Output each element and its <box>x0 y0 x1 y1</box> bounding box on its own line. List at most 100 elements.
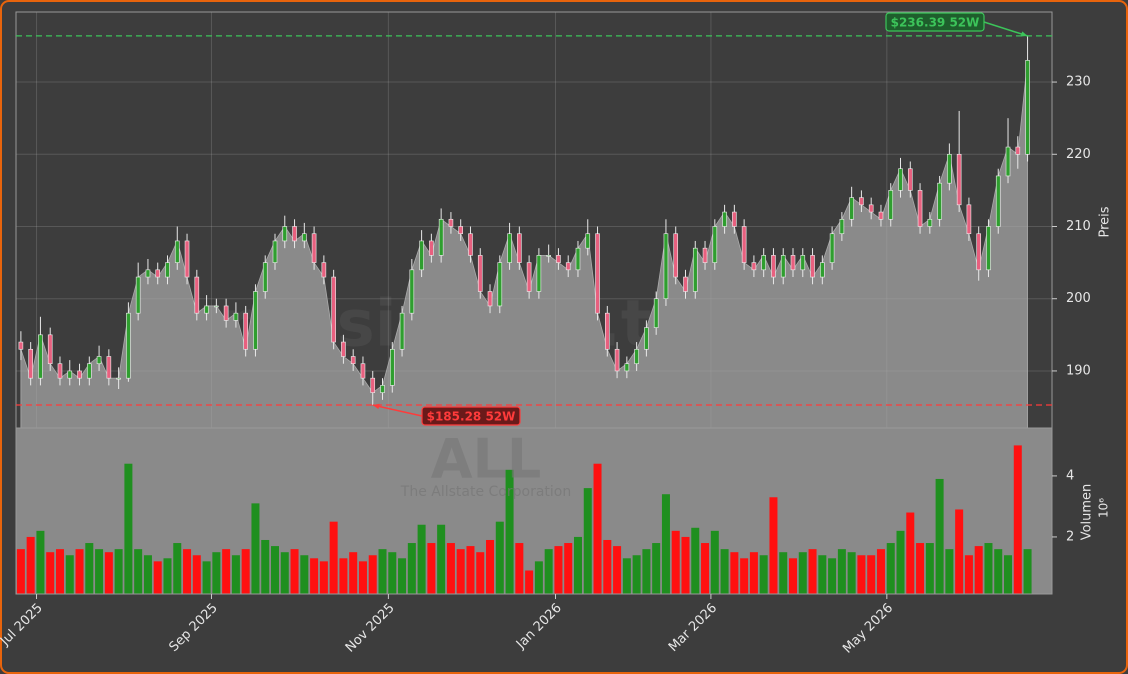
volume-bar <box>183 549 192 594</box>
candle-body <box>243 312 248 350</box>
candle-body <box>302 233 307 242</box>
candle-body <box>331 276 336 343</box>
volume-bar <box>789 558 797 594</box>
volume-bar <box>349 552 358 594</box>
candle-body <box>956 153 962 206</box>
candle-body <box>184 240 190 278</box>
volume-bar <box>143 555 152 594</box>
candle-body <box>546 255 551 257</box>
volume-bar <box>124 463 133 594</box>
volume-bar <box>847 552 856 594</box>
volume-bar <box>104 552 113 594</box>
volume-bar <box>486 539 495 594</box>
volume-bar <box>222 549 231 594</box>
volume-bar <box>378 549 387 594</box>
candle-body <box>839 218 845 235</box>
volume-axis-label: Volumen <box>1080 484 1095 541</box>
volume-bar <box>564 543 573 594</box>
annotation-arrow <box>372 404 423 417</box>
candle-body <box>976 233 981 271</box>
candle-body <box>77 370 82 379</box>
candle-body <box>771 255 776 278</box>
candle-body <box>741 226 747 263</box>
candle-body <box>888 190 894 220</box>
volume-bar <box>271 546 279 594</box>
volume-bar <box>290 549 299 594</box>
candle-body <box>986 226 991 271</box>
volume-bar <box>554 546 563 594</box>
y-tick-label: 190 <box>1066 363 1091 378</box>
volume-bar <box>984 543 993 594</box>
annotation-label: $185.28 52W <box>427 410 516 424</box>
candle-body <box>585 233 591 249</box>
candle-body <box>262 262 268 292</box>
candle-body <box>1025 60 1030 155</box>
volume-bar <box>319 561 328 594</box>
watermark-symbol: ALL <box>431 428 542 491</box>
candle-body <box>565 262 571 271</box>
candle-body <box>536 255 542 292</box>
volume-bar <box>388 552 397 594</box>
candle-body <box>595 233 600 314</box>
volume-bar <box>583 488 592 594</box>
annotation-arrow <box>983 21 1028 37</box>
candle-body <box>468 233 473 256</box>
volume-bar <box>1023 549 1032 594</box>
volume-bar <box>26 536 35 594</box>
candle-body <box>810 255 815 278</box>
candle-body <box>966 204 972 235</box>
candle-body <box>116 377 121 380</box>
candle-body <box>927 218 933 227</box>
volume-bar <box>261 539 270 594</box>
candle-body <box>653 298 659 328</box>
volume-bar <box>407 543 416 594</box>
volume-bar <box>16 549 25 594</box>
volume-bar <box>661 494 670 594</box>
volume-bar <box>495 521 504 594</box>
y-tick-label: 210 <box>1066 219 1091 234</box>
candle-body <box>732 211 737 227</box>
volume-bar <box>476 552 485 594</box>
volume-bar <box>642 549 651 594</box>
volume-bar <box>896 530 905 594</box>
candle-body <box>28 348 33 379</box>
volume-bar <box>779 552 788 594</box>
candle-body <box>409 269 415 314</box>
volume-bar <box>446 543 455 594</box>
candle-body <box>722 211 727 227</box>
volume-bar <box>671 530 680 594</box>
volume-bar <box>955 509 964 594</box>
candle-body <box>487 291 493 307</box>
volume-unit: 10⁶ <box>1097 498 1111 518</box>
volume-panel-border <box>15 427 1053 595</box>
volume-bar <box>300 555 309 594</box>
candle-body <box>38 334 43 379</box>
volume-bar <box>231 555 240 594</box>
candle-body <box>47 334 53 365</box>
volume-bar <box>163 558 172 594</box>
candle-body <box>878 211 884 220</box>
candle-body <box>321 262 327 278</box>
candle-body <box>820 262 825 278</box>
candle-body <box>389 348 395 386</box>
candle-body <box>634 348 639 365</box>
volume-bar <box>46 552 55 594</box>
volume-bar <box>876 549 885 594</box>
candle-body <box>57 363 63 379</box>
volume-bar <box>994 549 1003 594</box>
candle-body <box>683 276 688 292</box>
candle-body <box>663 233 669 300</box>
volume-bar <box>339 558 348 594</box>
volume-bar <box>329 521 338 594</box>
candle-body <box>917 190 923 227</box>
candle-body <box>292 226 297 242</box>
candle-body <box>282 226 288 242</box>
candle-body <box>507 233 512 263</box>
candle-body <box>67 370 73 379</box>
volume-bar <box>153 561 162 594</box>
candle-body <box>350 356 356 365</box>
candle-body <box>556 255 561 263</box>
candle-body <box>419 240 424 271</box>
volume-bar <box>310 558 319 594</box>
